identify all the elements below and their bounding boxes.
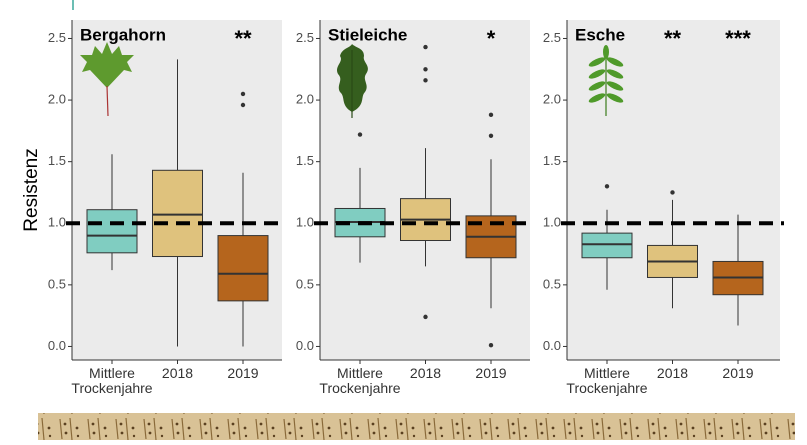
- outlier: [670, 190, 674, 194]
- wood-strip: [38, 413, 795, 440]
- y-tick-label: 1.0: [48, 215, 66, 230]
- y-tick-label: 2.5: [543, 30, 561, 45]
- y-tick-label: 0.5: [48, 276, 66, 291]
- outlier: [423, 67, 427, 71]
- box: [87, 210, 137, 253]
- panel-title: Stieleiche: [328, 25, 407, 44]
- significance: **: [234, 26, 252, 51]
- y-tick-label: 0.0: [543, 338, 561, 353]
- box: [218, 236, 268, 301]
- outlier: [605, 184, 609, 188]
- y-tick-label: 1.5: [543, 153, 561, 168]
- box: [582, 233, 632, 258]
- significance: ***: [725, 26, 751, 51]
- y-tick-label: 2.0: [543, 92, 561, 107]
- outlier: [489, 113, 493, 117]
- y-tick-label: 0.0: [48, 338, 66, 353]
- y-axis-title: Resistenz: [21, 148, 42, 231]
- y-tick-label: 2.5: [296, 30, 314, 45]
- x-tick-label: 2019: [688, 366, 788, 381]
- y-tick-label: 1.0: [296, 215, 314, 230]
- panel-title: Esche: [575, 25, 625, 44]
- y-tick-label: 2.0: [48, 92, 66, 107]
- outlier: [423, 45, 427, 49]
- y-tick-label: 0.5: [543, 276, 561, 291]
- page: 0.0 0.5 1.0 1.5 2.0 2.5 ** Bergahorn Resistenz 0.…: [0, 0, 807, 445]
- y-tick-label: 0.5: [296, 276, 314, 291]
- x-tick-label: 2019: [193, 366, 293, 381]
- y-tick-label: 1.5: [296, 153, 314, 168]
- y-tick-label: 2.5: [48, 30, 66, 45]
- box: [153, 170, 203, 256]
- y-tick-label: 2.0: [296, 92, 314, 107]
- panel-title: Bergahorn: [80, 25, 166, 44]
- y-tick-label: 0.0: [296, 338, 314, 353]
- significance: *: [487, 26, 496, 51]
- outlier: [241, 92, 245, 96]
- x-tick-label: 2019: [441, 366, 541, 381]
- outlier: [423, 315, 427, 319]
- outlier: [423, 78, 427, 82]
- outlier: [241, 103, 245, 107]
- outlier: [489, 134, 493, 138]
- y-tick-label: 1.5: [48, 153, 66, 168]
- y-tick-label: 1.0: [543, 215, 561, 230]
- outlier: [489, 343, 493, 347]
- outlier: [358, 132, 362, 136]
- significance: **: [664, 26, 682, 51]
